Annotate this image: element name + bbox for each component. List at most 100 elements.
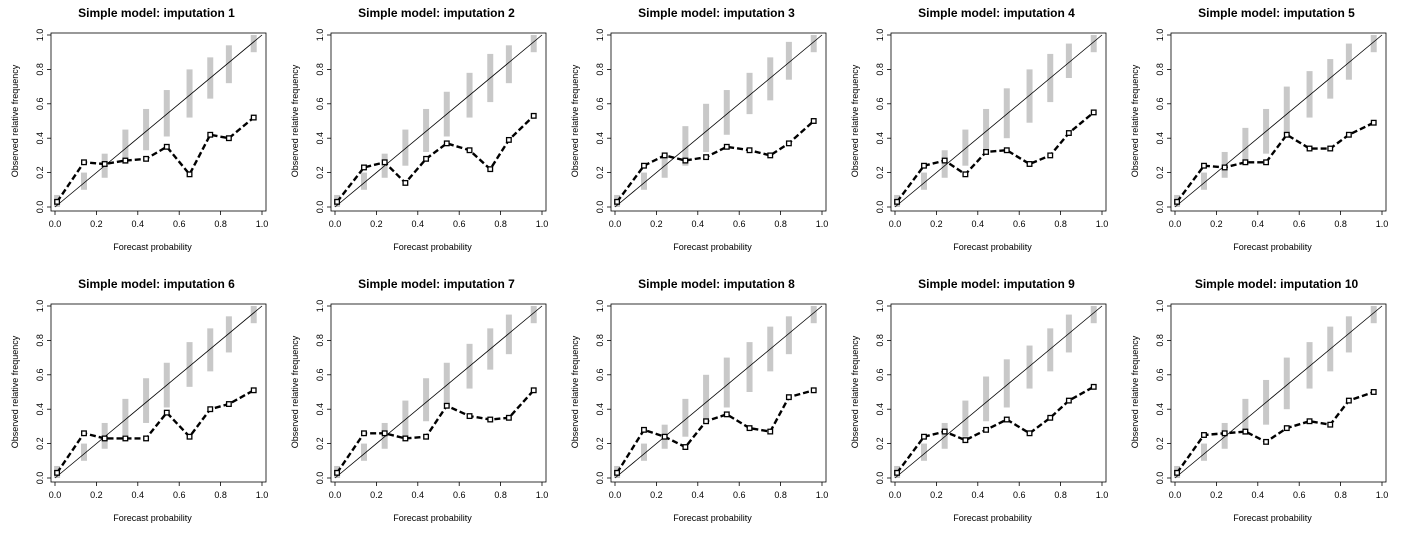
y-tick-label: 0.6: [875, 98, 885, 111]
interval-bar: [163, 90, 170, 137]
data-point: [122, 157, 129, 164]
diagonal-reference-line: [614, 34, 823, 208]
y-tick-label: 1.0: [35, 29, 45, 42]
y-axis-label: Observed relative frequency: [10, 64, 20, 177]
chart-svg: Simple model: imputation 2 0.0 0.2 0.4 0.6 0.…: [290, 6, 548, 252]
interval-bar: [250, 306, 257, 324]
y-tick-label: 0.6: [35, 369, 45, 382]
interval-bar: [1283, 86, 1290, 135]
interval-bar: [402, 400, 409, 437]
interval-bar: [785, 41, 792, 80]
interval-bar: [360, 443, 367, 461]
interval-bar: [1242, 398, 1249, 435]
data-point: [402, 179, 409, 186]
y-tick-label: 0.0: [35, 472, 45, 485]
x-axis-label: Forecast probability: [953, 513, 1032, 523]
plot-frame: [610, 32, 827, 212]
y-tick-label: 1.0: [315, 300, 325, 313]
interval-bar: [225, 45, 232, 84]
interval-bar: [962, 400, 969, 437]
data-point: [163, 143, 170, 150]
data-point: [1370, 389, 1377, 395]
y-tick-label: 0.8: [315, 63, 325, 76]
data-point: [1306, 145, 1313, 152]
x-tick-label: 0.6: [453, 490, 466, 500]
y-tick-label: 0.4: [35, 132, 45, 145]
x-axis-label: Forecast probability: [1233, 242, 1312, 252]
interval-bar: [80, 443, 87, 461]
plot-frame: [1170, 32, 1387, 212]
x-tick-label: 0.6: [1293, 219, 1306, 229]
interval-bar: [962, 129, 969, 166]
interval-bar: [1047, 328, 1054, 372]
diagonal-reference-line: [614, 305, 823, 479]
y-axis-label: Observed relative frequency: [1130, 64, 1140, 177]
y-tick-label: 0.0: [595, 472, 605, 485]
data-point: [746, 147, 753, 154]
interval-bar: [1090, 306, 1097, 324]
series-line: [896, 385, 1095, 474]
x-tick-label: 0.2: [930, 219, 943, 229]
x-tick-label: 0.4: [412, 490, 425, 500]
data-point: [1263, 159, 1270, 166]
interval-bar: [640, 443, 647, 461]
series-line: [616, 120, 815, 203]
y-tick-label: 0.0: [875, 201, 885, 214]
interval-bar: [1026, 345, 1033, 389]
data-point: [207, 131, 214, 138]
chart-svg: Simple model: imputation 9 0.0 0.2 0.4 0.6 0.…: [850, 277, 1108, 523]
chart-svg: Simple model: imputation 5 0.0 0.2 0.4 0.6 0.…: [1130, 6, 1388, 252]
interval-bar: [1003, 359, 1010, 408]
chart-panel-8: Simple model: imputation 8 0.0 0.2 0.4 0.6 0.…: [560, 272, 840, 543]
data-point: [505, 136, 512, 143]
interval-bar: [225, 316, 232, 353]
y-tick-label: 0.0: [1155, 472, 1165, 485]
data-point: [921, 433, 927, 440]
x-tick-label: 0.0: [49, 219, 62, 229]
data-point: [101, 161, 108, 167]
x-tick-label: 0.2: [90, 219, 103, 229]
interval-bar: [1003, 88, 1010, 139]
data-point: [767, 152, 774, 159]
interval-bar: [703, 103, 710, 152]
data-point: [81, 159, 87, 166]
x-tick-label: 0.6: [173, 490, 186, 500]
y-tick-label: 0.6: [315, 369, 325, 382]
interval-bar: [640, 172, 647, 190]
interval-bar: [723, 90, 730, 135]
chart-title: Simple model: imputation 8: [638, 277, 795, 291]
data-point: [746, 425, 753, 432]
interval-bar: [941, 422, 948, 449]
y-tick-label: 0.6: [875, 369, 885, 382]
data-point: [466, 413, 473, 420]
x-tick-label: 0.2: [1210, 219, 1223, 229]
x-tick-label: 0.0: [329, 219, 342, 229]
x-tick-label: 0.6: [733, 219, 746, 229]
interval-bar: [1026, 69, 1033, 123]
y-axis-label: Observed relative frequency: [290, 64, 300, 177]
y-tick-label: 0.4: [1155, 403, 1165, 416]
chart-panel-6: Simple model: imputation 6 0.0 0.2 0.4 0.6 0.…: [0, 272, 280, 543]
data-point: [1003, 416, 1010, 423]
data-point: [122, 435, 129, 442]
plot-frame: [50, 303, 267, 483]
y-axis-label: Observed relative frequency: [850, 64, 860, 177]
data-point: [334, 469, 341, 476]
data-point: [962, 437, 969, 444]
x-tick-label: 0.8: [1054, 219, 1067, 229]
data-point: [487, 416, 494, 423]
x-tick-label: 1.0: [256, 490, 269, 500]
data-point: [207, 406, 214, 413]
data-point: [381, 159, 388, 166]
data-point: [423, 433, 430, 440]
x-tick-label: 0.4: [1252, 490, 1265, 500]
x-tick-label: 0.8: [1054, 490, 1067, 500]
data-point: [186, 433, 193, 440]
chart-title: Simple model: imputation 5: [1198, 6, 1355, 20]
y-axis-label: Observed relative frequency: [290, 335, 300, 448]
data-point: [1047, 414, 1054, 421]
interval-bar: [122, 398, 129, 435]
data-point: [1221, 430, 1228, 437]
y-tick-label: 1.0: [35, 300, 45, 313]
x-tick-label: 0.4: [412, 219, 425, 229]
